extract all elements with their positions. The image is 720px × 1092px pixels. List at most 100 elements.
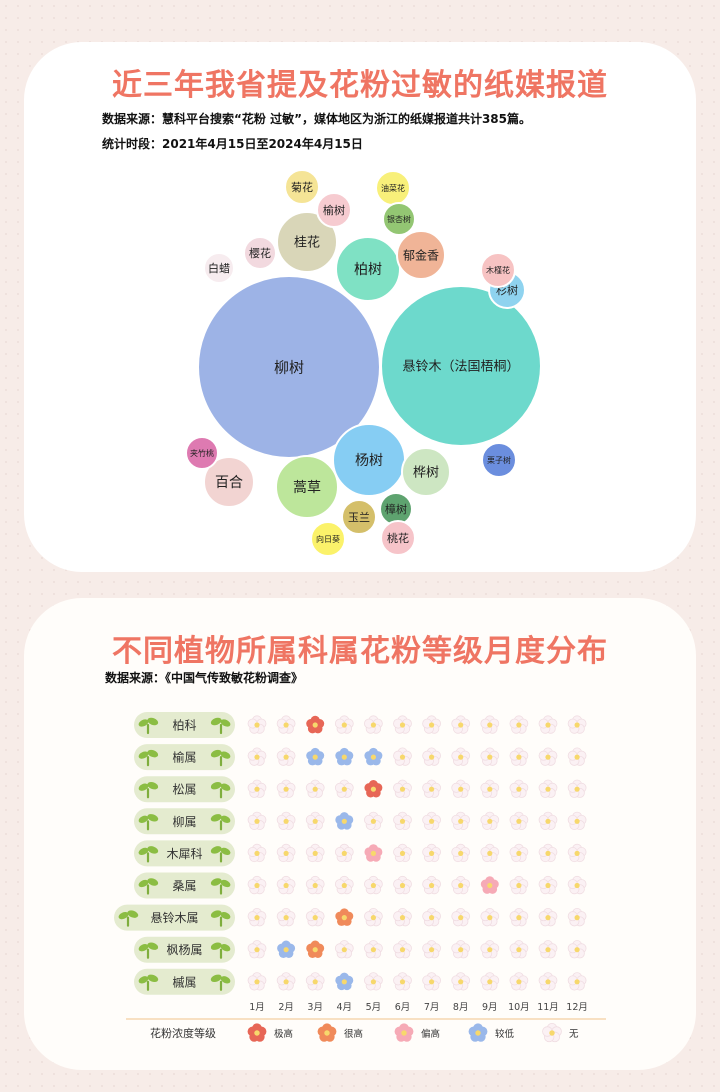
flower-marker	[394, 1023, 414, 1042]
flower-marker	[538, 940, 558, 959]
month-tick-label: 1月	[249, 1002, 265, 1013]
flower-marker	[247, 907, 267, 927]
row-label-text: 悬铃木属	[150, 910, 198, 925]
flower-marker	[306, 747, 325, 766]
flower-marker	[538, 715, 558, 734]
bubble-circle	[335, 236, 401, 302]
flower-marker	[276, 972, 296, 991]
flower-marker	[247, 715, 267, 734]
flower-marker	[480, 876, 499, 894]
bubble-label: 悬铃木（法国梧桐）	[402, 360, 519, 375]
flower-marker	[276, 907, 296, 927]
row-label: 柳属	[134, 808, 235, 835]
flower-marker	[422, 779, 441, 798]
sprout-icon	[138, 974, 159, 991]
flower-marker	[538, 747, 558, 766]
flower-marker	[480, 715, 500, 734]
bubble: 白蜡	[203, 252, 235, 284]
bubble-label: 杨树	[355, 453, 383, 469]
month-tick-label: 10月	[508, 1002, 530, 1013]
flower-marker	[567, 972, 587, 991]
flower-marker	[422, 843, 441, 863]
flower-marker	[538, 907, 558, 927]
flower-marker	[393, 747, 412, 766]
row-label-text: 柳属	[172, 815, 196, 829]
legend-label: 无	[569, 1029, 579, 1040]
flower-marker	[567, 940, 587, 959]
bubble-label: 桃花	[387, 531, 409, 545]
sprout-icon	[138, 717, 159, 735]
flower-marker	[305, 875, 325, 895]
flower-marker	[247, 779, 267, 798]
sprout-icon	[210, 846, 231, 863]
bubble-circle	[203, 456, 255, 508]
row-label-text: 柏科	[172, 718, 196, 733]
bubble-label: 向日葵	[316, 534, 340, 544]
flower-marker	[364, 811, 383, 831]
flower-marker	[509, 715, 529, 734]
flower-marker	[509, 811, 529, 831]
flower-marker	[335, 972, 354, 991]
bubble-circle	[481, 442, 517, 478]
flower-marker	[334, 875, 354, 895]
bubble: 向日葵	[310, 521, 346, 557]
sprout-icon	[210, 717, 231, 735]
bubble: 木槿花	[480, 252, 516, 288]
flower-marker	[468, 1023, 488, 1042]
flower-marker	[422, 972, 441, 991]
flower-marker	[276, 747, 296, 766]
sprout-icon	[210, 878, 231, 895]
flower-marker	[567, 779, 587, 798]
bubble-label: 郁金香	[403, 247, 439, 262]
bubble-label: 桂花	[294, 235, 320, 251]
bubble-circle	[316, 192, 352, 228]
month-tick-label: 8月	[453, 1002, 469, 1013]
flower-marker	[451, 811, 471, 831]
month-tick-label: 4月	[337, 1002, 353, 1013]
flower-marker	[393, 715, 412, 734]
bubble: 油菜花	[375, 170, 411, 206]
flower-marker	[538, 972, 558, 991]
row-label-text: 槭属	[172, 975, 196, 989]
bubble-label: 樟树	[385, 502, 407, 516]
flower-marker	[276, 843, 296, 863]
row-label-text: 木犀科	[166, 847, 202, 861]
flower-marker	[393, 940, 412, 959]
flower-marker	[451, 715, 471, 734]
bubble-label: 百合	[215, 475, 243, 491]
heatmap-source: 数据来源：《中国气传致敏花粉调查》	[105, 671, 304, 685]
bubble-circle	[480, 252, 516, 288]
legend-label: 很高	[344, 1028, 363, 1040]
flower-marker	[480, 972, 500, 991]
row-label: 柏科	[134, 712, 235, 738]
month-tick-label: 11月	[537, 1002, 559, 1013]
bubble-circle	[401, 447, 451, 497]
flower-marker	[451, 779, 471, 798]
sprout-icon	[138, 814, 159, 831]
bubble-chart-title: 近三年我省提及花粉过敏的纸媒报道	[112, 68, 608, 103]
flower-marker	[335, 812, 354, 830]
bubble: 樟树	[379, 492, 413, 526]
flower-marker	[276, 779, 296, 798]
sprout-icon	[138, 846, 159, 863]
bubble-chart-source: 数据来源：慧科平台搜索“花粉 过敏”，媒体地区为浙江的纸媒报道共计385篇。	[102, 112, 532, 126]
flower-marker	[451, 940, 471, 959]
month-tick-label: 7月	[424, 1002, 440, 1013]
flower-marker	[451, 843, 471, 863]
flower-marker	[335, 747, 354, 766]
flower-marker	[317, 1023, 337, 1042]
flower-marker	[305, 811, 325, 831]
flower-marker	[247, 972, 267, 991]
bubble-circle	[310, 521, 346, 557]
flower-marker	[247, 875, 267, 895]
flower-marker	[509, 972, 529, 991]
row-label: 榆属	[134, 744, 235, 771]
flower-marker	[538, 811, 558, 831]
flower-marker	[509, 747, 529, 766]
bubble-label: 菊花	[291, 181, 313, 194]
heatmap-card: 不同植物所属科属花粉等级月度分布 数据来源：《中国气传致敏花粉调查》 柏科 榆属松…	[24, 598, 696, 1070]
sprout-icon	[118, 910, 139, 927]
flower-marker	[334, 779, 354, 798]
bubble-label: 白蜡	[208, 261, 230, 275]
